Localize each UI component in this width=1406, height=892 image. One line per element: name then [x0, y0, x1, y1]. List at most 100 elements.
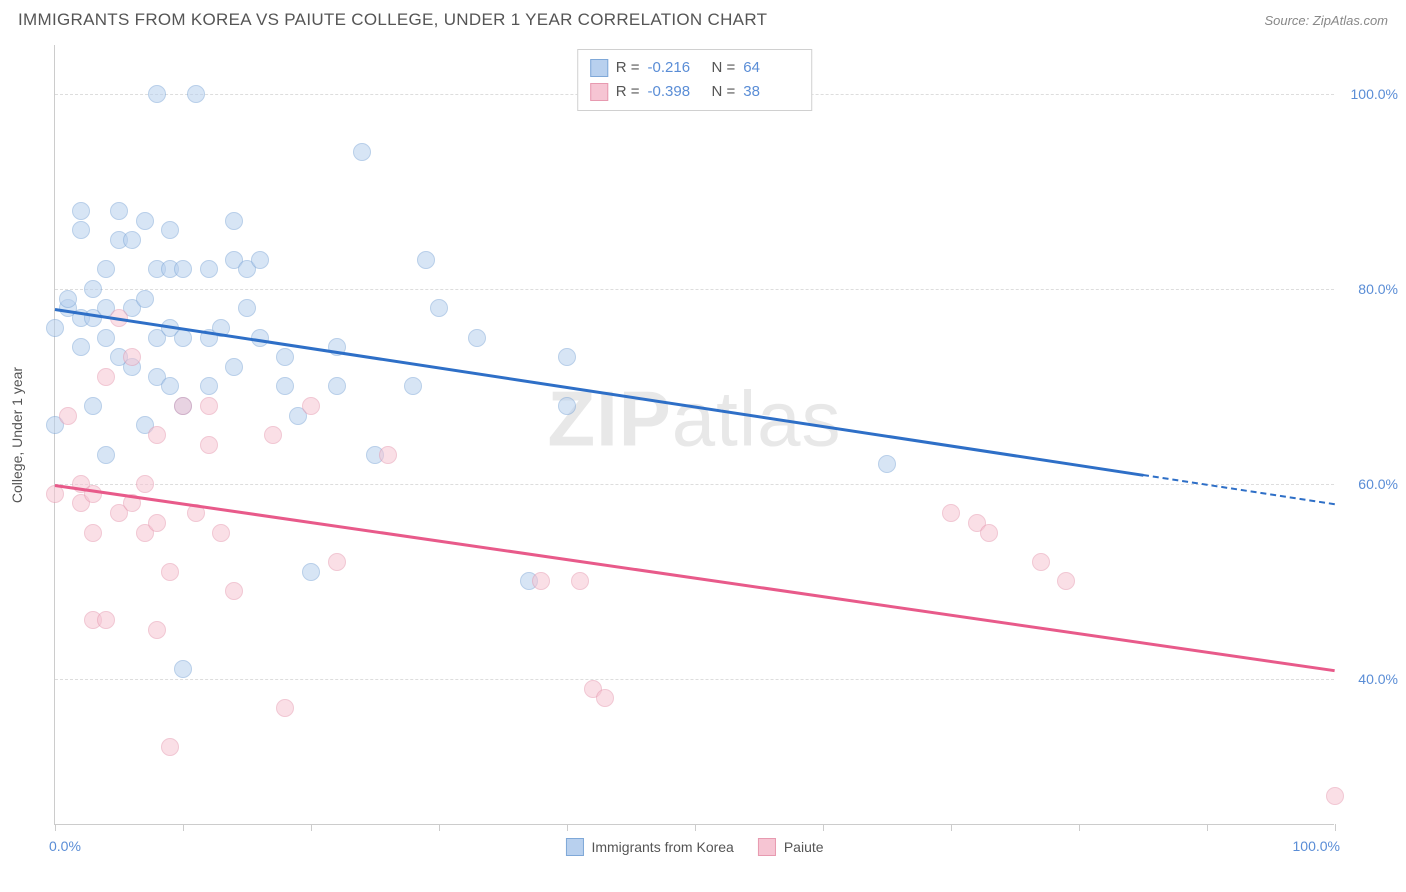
data-point — [264, 426, 282, 444]
x-tick — [1079, 824, 1080, 831]
data-point — [328, 553, 346, 571]
data-point — [980, 524, 998, 542]
data-point — [161, 377, 179, 395]
data-point — [200, 436, 218, 454]
gridline — [55, 484, 1334, 485]
data-point — [174, 397, 192, 415]
data-point — [97, 611, 115, 629]
x-tick — [567, 824, 568, 831]
x-tick — [951, 824, 952, 831]
data-point — [276, 348, 294, 366]
data-point — [84, 485, 102, 503]
n-label: N = — [712, 80, 736, 104]
data-point — [161, 738, 179, 756]
r-value-korea: -0.216 — [648, 56, 704, 80]
data-point — [123, 348, 141, 366]
data-point — [46, 319, 64, 337]
data-point — [353, 143, 371, 161]
y-tick-label: 80.0% — [1358, 281, 1398, 297]
data-point — [148, 85, 166, 103]
swatch-korea — [590, 59, 608, 77]
swatch-paiute-bottom — [758, 838, 776, 856]
data-point — [430, 299, 448, 317]
x-axis-min-label: 0.0% — [49, 838, 81, 854]
data-point — [136, 212, 154, 230]
data-point — [238, 299, 256, 317]
data-point — [200, 377, 218, 395]
data-point — [328, 377, 346, 395]
legend-item-korea: Immigrants from Korea — [565, 838, 733, 856]
data-point — [148, 621, 166, 639]
data-point — [276, 699, 294, 717]
legend-label-korea: Immigrants from Korea — [591, 839, 733, 855]
data-point — [72, 221, 90, 239]
n-value-korea: 64 — [743, 56, 799, 80]
gridline — [55, 679, 1334, 680]
data-point — [136, 475, 154, 493]
data-point — [110, 202, 128, 220]
y-axis-title: College, Under 1 year — [9, 366, 25, 502]
legend-label-paiute: Paiute — [784, 839, 824, 855]
r-label: R = — [616, 80, 640, 104]
data-point — [571, 572, 589, 590]
x-tick — [1335, 824, 1336, 831]
data-point — [72, 202, 90, 220]
n-value-paiute: 38 — [743, 80, 799, 104]
data-point — [212, 524, 230, 542]
r-label: R = — [616, 56, 640, 80]
data-point — [84, 280, 102, 298]
gridline — [55, 289, 1334, 290]
trendline-extrapolated — [1143, 474, 1335, 505]
data-point — [72, 338, 90, 356]
data-point — [1032, 553, 1050, 571]
data-point — [532, 572, 550, 590]
data-point — [942, 504, 960, 522]
x-tick — [695, 824, 696, 831]
data-point — [276, 377, 294, 395]
swatch-korea-bottom — [565, 838, 583, 856]
trendline — [55, 484, 1335, 672]
data-point — [302, 397, 320, 415]
data-point — [379, 446, 397, 464]
data-point — [187, 85, 205, 103]
data-point — [558, 348, 576, 366]
data-point — [302, 563, 320, 581]
data-point — [97, 446, 115, 464]
data-point — [174, 329, 192, 347]
data-point — [1326, 787, 1344, 805]
data-point — [558, 397, 576, 415]
data-point — [1057, 572, 1075, 590]
data-point — [417, 251, 435, 269]
data-point — [148, 426, 166, 444]
r-value-paiute: -0.398 — [648, 80, 704, 104]
data-point — [59, 290, 77, 308]
x-axis-max-label: 100.0% — [1293, 838, 1340, 854]
source-label: Source: ZipAtlas.com — [1264, 13, 1388, 28]
x-tick — [439, 824, 440, 831]
data-point — [161, 221, 179, 239]
data-point — [97, 329, 115, 347]
data-point — [161, 563, 179, 581]
data-point — [225, 212, 243, 230]
data-point — [225, 582, 243, 600]
data-point — [200, 397, 218, 415]
data-point — [404, 377, 422, 395]
x-tick — [311, 824, 312, 831]
data-point — [174, 660, 192, 678]
data-point — [123, 231, 141, 249]
data-point — [97, 260, 115, 278]
data-point — [59, 407, 77, 425]
data-point — [200, 260, 218, 278]
data-point — [84, 524, 102, 542]
data-point — [148, 514, 166, 532]
data-point — [136, 290, 154, 308]
y-tick-label: 60.0% — [1358, 476, 1398, 492]
y-tick-label: 100.0% — [1351, 86, 1398, 102]
chart-title: IMMIGRANTS FROM KOREA VS PAIUTE COLLEGE,… — [18, 10, 767, 30]
data-point — [468, 329, 486, 347]
data-point — [596, 689, 614, 707]
x-tick — [823, 824, 824, 831]
legend-item-paiute: Paiute — [758, 838, 824, 856]
x-tick — [55, 824, 56, 831]
n-label: N = — [712, 56, 736, 80]
